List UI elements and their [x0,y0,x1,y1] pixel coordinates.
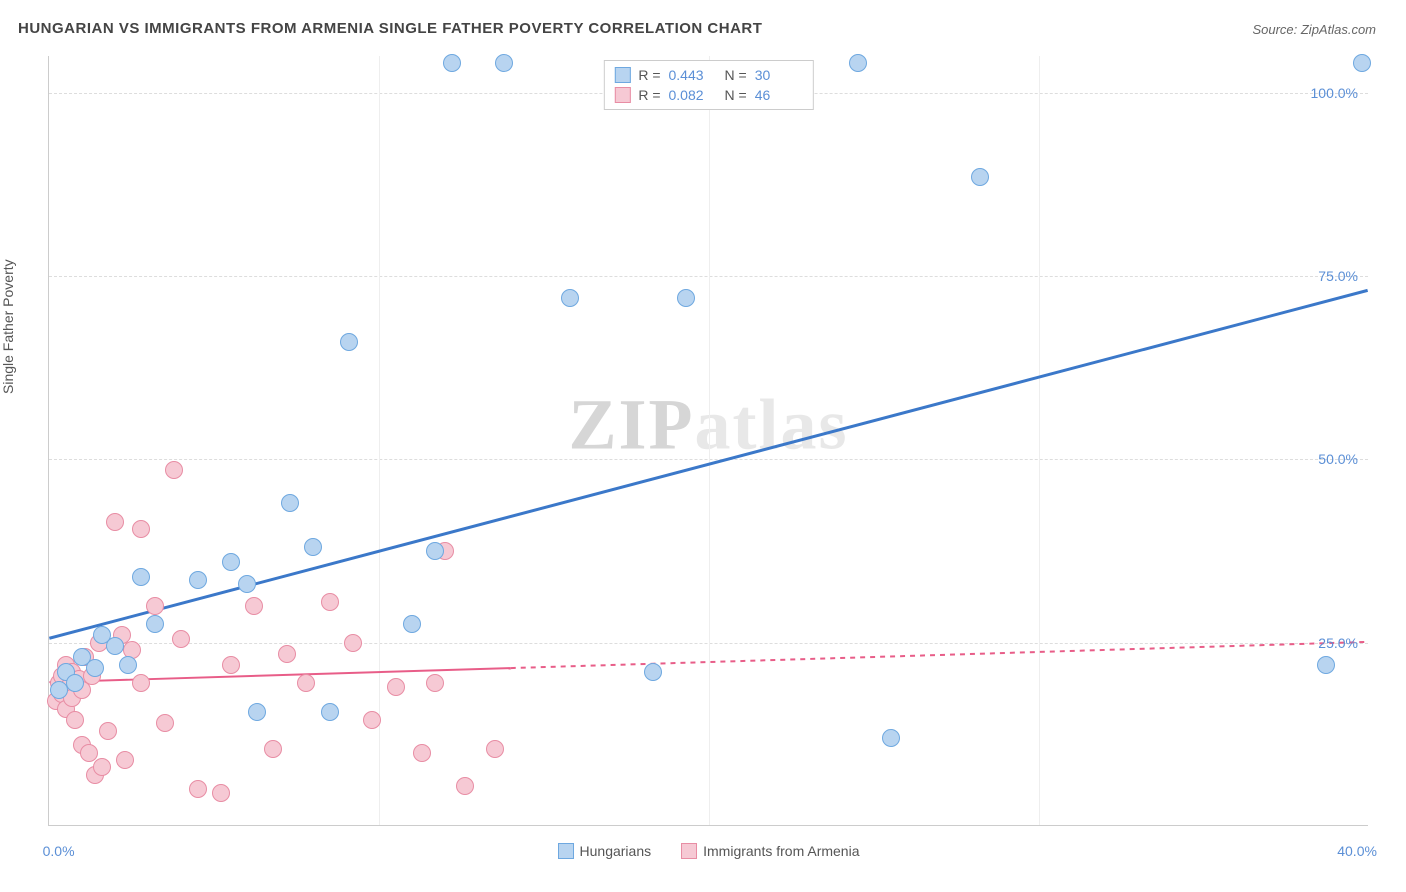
data-point [644,663,662,681]
data-point [146,597,164,615]
data-point [132,568,150,586]
data-point [132,674,150,692]
data-point [222,553,240,571]
data-point [248,703,266,721]
data-point [264,740,282,758]
data-point [443,54,461,72]
data-point [340,333,358,351]
data-point [321,703,339,721]
y-tick-label: 25.0% [1318,635,1358,651]
stats-row-armenia: R = 0.082 N = 46 [614,85,802,105]
data-point [66,711,84,729]
y-tick-label: 100.0% [1311,85,1358,101]
data-point [146,615,164,633]
data-point [80,744,98,762]
data-point [132,520,150,538]
y-tick-label: 50.0% [1318,451,1358,467]
swatch-armenia-icon [681,843,697,859]
data-point [222,656,240,674]
data-point [495,54,513,72]
data-point [971,168,989,186]
data-point [426,674,444,692]
data-point [561,289,579,307]
data-point [281,494,299,512]
data-point [238,575,256,593]
data-point [297,674,315,692]
legend-label: Immigrants from Armenia [703,843,859,859]
data-point [212,784,230,802]
data-point [304,538,322,556]
swatch-armenia [614,87,630,103]
legend-bottom: Hungarians Immigrants from Armenia [558,843,860,859]
data-point [677,289,695,307]
data-point [93,758,111,776]
data-point [119,656,137,674]
stats-row-hungarians: R = 0.443 N = 30 [614,65,802,85]
data-point [1353,54,1371,72]
data-point [106,513,124,531]
data-point [278,645,296,663]
data-point [413,744,431,762]
data-point [387,678,405,696]
stats-legend-box: R = 0.443 N = 30 R = 0.082 N = 46 [603,60,813,110]
data-point [189,780,207,798]
data-point [106,637,124,655]
swatch-hungarians [614,67,630,83]
data-point [849,54,867,72]
data-point [456,777,474,795]
legend-label: Hungarians [580,843,652,859]
x-tick-label: 40.0% [1337,843,1377,859]
data-point [50,681,68,699]
data-point [403,615,421,633]
scatter-plot: ZIPatlas R = 0.443 N = 30 R = 0.082 N = … [48,56,1368,826]
legend-item-hungarians: Hungarians [558,843,652,859]
data-point [86,659,104,677]
legend-item-armenia: Immigrants from Armenia [681,843,859,859]
chart-title: HUNGARIAN VS IMMIGRANTS FROM ARMENIA SIN… [18,20,762,37]
data-point [363,711,381,729]
y-axis-label: Single Father Poverty [0,259,16,394]
data-point [165,461,183,479]
data-point [321,593,339,611]
swatch-hungarians-icon [558,843,574,859]
data-point [426,542,444,560]
data-point [99,722,117,740]
y-tick-label: 75.0% [1318,268,1358,284]
data-point [344,634,362,652]
data-point [189,571,207,589]
data-point [882,729,900,747]
x-tick-label: 0.0% [43,843,75,859]
data-point [156,714,174,732]
data-point [66,674,84,692]
data-point [1317,656,1335,674]
source-attribution: Source: ZipAtlas.com [1252,22,1376,37]
data-point [172,630,190,648]
data-point [116,751,134,769]
data-point [486,740,504,758]
data-point [245,597,263,615]
